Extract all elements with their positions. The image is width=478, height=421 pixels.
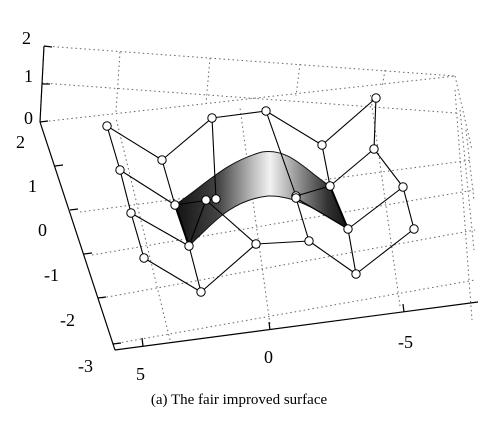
net-edge <box>321 97 377 146</box>
net-edge <box>255 240 310 245</box>
control-point <box>325 181 335 191</box>
x-tick-label: -5 <box>398 332 413 352</box>
control-point <box>371 93 381 103</box>
control-point <box>115 165 125 175</box>
control-point <box>398 182 408 192</box>
y-tick-label: -3 <box>78 356 93 376</box>
y-tick-label: 0 <box>38 220 47 240</box>
net-edge <box>329 148 375 187</box>
net-edge <box>200 243 257 293</box>
x-axis-line <box>114 301 478 351</box>
control-point <box>317 140 327 150</box>
axes <box>39 45 478 351</box>
control-point <box>207 113 217 123</box>
control-point <box>201 195 211 205</box>
control-point <box>102 121 112 131</box>
control-point <box>184 241 194 251</box>
net-edge <box>321 144 331 187</box>
grid-lines <box>39 45 476 345</box>
y-axis-line <box>39 121 116 351</box>
tick-labels: 2 1 0 2 1 0 -1 -2 -3 5 0 -5 <box>16 28 413 384</box>
net-edge <box>329 185 349 230</box>
net-edge <box>308 240 357 275</box>
y-tick-label: 2 <box>16 132 25 152</box>
net-edge <box>211 110 267 119</box>
fair-surface <box>174 151 350 247</box>
net-edge <box>161 117 213 161</box>
x-tick-label: 0 <box>264 347 273 367</box>
net-edge <box>355 228 415 275</box>
net-edge <box>265 110 323 146</box>
net-edge <box>174 204 190 247</box>
net-edge <box>402 186 415 230</box>
control-point <box>139 253 149 263</box>
net-edge <box>188 199 207 247</box>
net-edge <box>161 159 176 206</box>
net-edge <box>106 125 163 161</box>
control-point <box>369 144 379 154</box>
figure-caption: (a) The fair improved surface <box>150 392 328 408</box>
x-tick-label: 5 <box>136 364 145 384</box>
net-edge <box>119 169 132 214</box>
control-point <box>304 236 314 246</box>
net-edge <box>130 212 190 247</box>
net-edge <box>373 148 404 188</box>
z-tick-label: 1 <box>24 66 33 86</box>
net-edge <box>211 117 217 200</box>
control-point <box>157 155 167 165</box>
net-edge <box>119 169 176 206</box>
control-point <box>291 193 301 203</box>
control-point <box>351 269 361 279</box>
control-point <box>261 106 271 116</box>
z-tick-label: 2 <box>22 28 31 48</box>
y-tick-label: 1 <box>28 176 37 196</box>
net-edge <box>347 186 404 230</box>
net-edge <box>205 199 257 245</box>
z-tick-label: 0 <box>24 108 33 128</box>
net-edge <box>188 245 202 293</box>
control-point <box>196 287 206 297</box>
net-edge <box>130 212 145 259</box>
net-edge <box>295 185 331 197</box>
control-point <box>170 200 180 210</box>
net-edge <box>143 257 202 293</box>
net-edge <box>265 110 297 197</box>
net-edge <box>295 197 310 242</box>
control-point <box>409 224 419 234</box>
control-point <box>211 194 221 204</box>
net-edge <box>295 197 349 230</box>
net-edge <box>347 228 357 275</box>
net-edge <box>373 97 377 150</box>
control-point <box>343 224 353 234</box>
control-net <box>102 93 419 297</box>
net-edge <box>106 125 121 171</box>
control-point <box>251 239 261 249</box>
y-tick-label: -1 <box>44 265 59 285</box>
control-point <box>126 208 136 218</box>
y-tick-label: -2 <box>60 310 75 330</box>
